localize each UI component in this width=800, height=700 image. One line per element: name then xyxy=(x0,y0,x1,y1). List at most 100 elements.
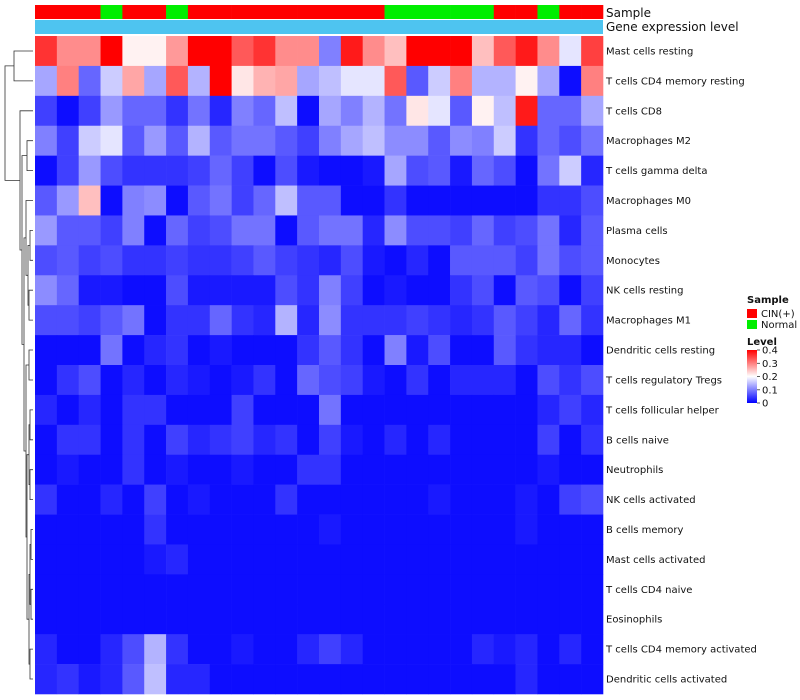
heatmap-cell xyxy=(515,394,538,426)
heatmap-cell xyxy=(537,245,560,276)
heatmap-cell xyxy=(166,215,189,246)
heatmap-cell xyxy=(537,215,560,246)
heatmap-cell xyxy=(319,185,342,216)
heatmap-cell xyxy=(78,65,101,97)
heatmap-cell xyxy=(362,544,385,575)
heatmap-cell xyxy=(297,514,320,545)
heatmap-cell xyxy=(275,424,298,456)
heatmap-cell xyxy=(122,365,145,396)
legend-swatch-cin xyxy=(747,309,757,318)
heatmap-cell xyxy=(515,365,538,396)
row-label: NK cells activated xyxy=(606,495,696,506)
heatmap-cell xyxy=(319,305,342,336)
heatmap-cell xyxy=(253,514,276,545)
row-label: Eosinophils xyxy=(606,615,662,626)
heatmap-cell xyxy=(406,155,429,186)
heatmap-cell xyxy=(537,155,560,186)
heatmap-cell xyxy=(35,484,58,515)
heatmap-cell xyxy=(515,454,538,485)
heatmap-cell xyxy=(275,95,298,127)
heatmap-cell xyxy=(362,185,385,216)
heatmap-cell xyxy=(122,125,145,156)
heatmap-cell xyxy=(537,36,560,67)
heatmap-cell xyxy=(231,634,254,665)
heatmap-cell xyxy=(144,544,167,575)
heatmap-cell xyxy=(428,664,451,695)
heatmap-cell xyxy=(144,95,167,127)
heatmap-cell xyxy=(35,454,58,485)
heatmap-cell xyxy=(275,185,298,216)
heatmap-cell xyxy=(253,305,276,336)
heatmap-cell xyxy=(56,215,79,246)
sample-cell xyxy=(275,5,298,19)
heatmap-cell xyxy=(362,95,385,127)
heatmap-cell xyxy=(559,185,582,216)
heatmap-cell xyxy=(537,305,560,336)
sample-legend: Sample CIN(+) Normal xyxy=(747,295,797,331)
heatmap-cell xyxy=(231,36,254,67)
heatmap-cell xyxy=(144,424,167,456)
heatmap-cell xyxy=(231,544,254,575)
sample-cell xyxy=(231,5,254,19)
sample-cell xyxy=(384,5,407,19)
heatmap-cell xyxy=(56,484,79,515)
heatmap-cell xyxy=(187,65,211,97)
heatmap-cell xyxy=(319,664,342,695)
heatmap-cell xyxy=(340,215,363,246)
heatmap-cell xyxy=(56,544,79,575)
dendrogram-link xyxy=(29,409,33,441)
heatmap-cell xyxy=(537,514,560,545)
heatmap-cell xyxy=(122,65,145,97)
heatmap-cell xyxy=(362,275,385,306)
heatmap-cell xyxy=(35,544,58,575)
heatmap-cell xyxy=(35,604,58,635)
heatmap-cell xyxy=(515,215,538,246)
heatmap-cell xyxy=(231,155,254,186)
heatmap-cell xyxy=(209,215,232,246)
row-label: T cells gamma delta xyxy=(605,166,707,177)
heatmap-cell xyxy=(297,544,320,575)
heatmap-cell xyxy=(406,95,429,127)
heatmap-cell xyxy=(493,305,516,336)
heatmap-cell xyxy=(428,305,451,336)
heatmap-cell xyxy=(581,394,604,426)
row-label: T cells CD8 xyxy=(605,106,662,117)
legend-label-normal: Normal xyxy=(761,320,797,331)
heatmap-cell xyxy=(56,95,79,127)
heatmap-cell xyxy=(537,365,560,396)
heatmap-cell xyxy=(384,394,407,426)
heatmap-cell xyxy=(297,125,320,156)
heatmap-cell xyxy=(319,155,342,186)
heatmap-cell xyxy=(428,95,451,127)
heatmap-cell xyxy=(450,484,473,515)
heatmap-cell xyxy=(537,275,560,306)
sample-cell xyxy=(362,5,385,19)
heatmap-cell xyxy=(450,36,473,67)
heatmap-cell xyxy=(275,125,298,156)
heatmap-cell xyxy=(100,664,123,695)
row-label: Macrophages M2 xyxy=(606,136,691,147)
heatmap-cell xyxy=(56,634,79,665)
heatmap-cell xyxy=(297,305,320,336)
heatmap-cell xyxy=(559,514,582,545)
heatmap-cell xyxy=(56,36,79,67)
heatmap-cell xyxy=(144,574,167,605)
heatmap-cell xyxy=(78,514,101,545)
heatmap-cell xyxy=(275,544,298,575)
heatmap-cell xyxy=(297,155,320,186)
heatmap-cell xyxy=(406,125,429,156)
heatmap-cell xyxy=(166,155,189,186)
heatmap-cell xyxy=(187,424,211,456)
heatmap-cell xyxy=(384,544,407,575)
heatmap-cell xyxy=(384,275,407,306)
sample-cell xyxy=(56,5,79,19)
heatmap-cell xyxy=(253,484,276,515)
heatmap-cell xyxy=(406,394,429,426)
heatmap-cell xyxy=(144,394,167,426)
heatmap-cell xyxy=(537,394,560,426)
heatmap-cell xyxy=(253,215,276,246)
heatmap-cell xyxy=(340,604,363,635)
heatmap-cell xyxy=(319,65,342,97)
heatmap-cell xyxy=(35,185,58,216)
heatmap-cell xyxy=(515,95,538,127)
